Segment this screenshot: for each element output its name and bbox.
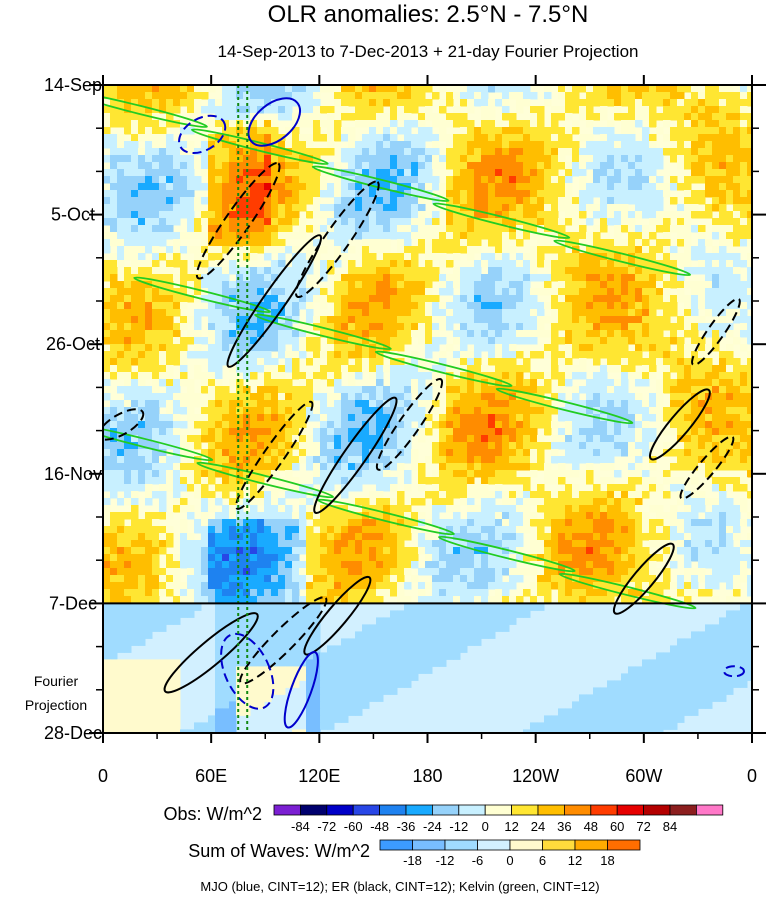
x-tick-label-3: 180 (412, 766, 442, 786)
obs-colorbar-swatch-4 (379, 804, 407, 816)
waves-colorbar-swatch-3 (477, 839, 511, 851)
obs-colorbar-swatch-0 (273, 804, 301, 816)
waves-colorbar-swatch-2 (444, 839, 478, 851)
obs-colorbar-swatch-16 (696, 804, 724, 816)
y-tick-label-0: 14-Sep (44, 75, 102, 95)
chart-subtitle: 14-Sep-2013 to 7-Dec-2013 + 21-day Fouri… (218, 42, 639, 61)
waves-colorbar-swatch-0 (379, 839, 413, 851)
obs-colorbar-tick-9: 24 (531, 819, 545, 834)
obs-colorbar-tick-10: 36 (557, 819, 571, 834)
reference-longitude-lines (237, 85, 249, 733)
obs-colorbar-swatch-1 (299, 804, 328, 816)
x-tick-label-0: 0 (98, 766, 108, 786)
obs-colorbar-swatch-13 (616, 804, 645, 816)
waves-colorbar-swatch-4 (509, 839, 543, 851)
waves-colorbar-swatch-6 (574, 839, 608, 851)
x-tick-label-1: 60E (195, 766, 227, 786)
obs-colorbar-tick-5: -24 (423, 819, 442, 834)
obs-colorbar-swatch-12 (590, 804, 618, 816)
plot-area (102, 84, 753, 734)
obs-colorbar-swatch-11 (564, 804, 592, 816)
x-tick-label-5: 60W (625, 766, 662, 786)
obs-colorbar-tick-14: 84 (663, 819, 677, 834)
obs-colorbar-tick-4: -36 (397, 819, 416, 834)
obs-colorbar-tick-0: -84 (291, 819, 310, 834)
obs-colorbar-swatch-9 (511, 804, 539, 816)
waves-colorbar-tick-3: 0 (506, 853, 513, 868)
waves-colorbar-swatch-7 (607, 839, 641, 851)
obs-colorbar-tick-11: 48 (584, 819, 598, 834)
obs-colorbar-tick-2: -60 (344, 819, 363, 834)
projection-label-line2: Projection (25, 697, 87, 713)
y-tick-label-4: 7-Dec (49, 593, 97, 613)
x-tick-label-6: 0 (747, 766, 757, 786)
waves-colorbar-tick-5: 12 (568, 853, 582, 868)
x-tick-label-4: 120W (512, 766, 559, 786)
obs-colorbar-tick-8: 12 (504, 819, 518, 834)
obs-colorbar: -84 -72 -60 -48 -36 -24 -12 0 12 24 36 48 60 72 84 (273, 804, 724, 834)
obs-colorbar-swatch-7 (458, 804, 486, 816)
waves-colorbar-tick-1: -12 (436, 853, 455, 868)
obs-colorbar-tick-1: -72 (317, 819, 336, 834)
contour-legend-footer: MJO (blue, CINT=12); ER (black, CINT=12)… (200, 879, 599, 894)
obs-colorbar-tick-7: 0 (482, 819, 489, 834)
obs-colorbar-swatch-8 (484, 804, 513, 816)
y-tick-label-2: 26-Oct (46, 334, 100, 354)
waves-colorbar-swatch-5 (542, 839, 576, 851)
y-axis: 14-Sep 5-Oct 26-Oct 16-Nov 7-Dec 28-Dec (44, 75, 766, 743)
waves-colorbar-tick-2: -6 (472, 853, 484, 868)
obs-colorbar-swatch-5 (405, 804, 433, 816)
obs-colorbar-swatch-2 (326, 804, 354, 816)
obs-colorbar-tick-3: -48 (370, 819, 389, 834)
obs-colorbar-swatch-10 (537, 804, 565, 816)
obs-colorbar-tick-6: -12 (449, 819, 468, 834)
waves-colorbar: -18 -12 -6 0 6 12 18 (379, 839, 641, 868)
y-tick-label-1: 5-Oct (51, 205, 95, 225)
obs-colorbar-tick-12: 60 (610, 819, 624, 834)
olr-anomaly-field (103, 85, 752, 733)
obs-colorbar-swatch-14 (643, 804, 671, 816)
waves-colorbar-label: Sum of Waves: W/m^2 (188, 841, 370, 861)
waves-colorbar-swatch-1 (412, 839, 446, 851)
obs-colorbar-swatch-6 (431, 804, 460, 816)
obs-colorbar-swatch-3 (352, 804, 381, 816)
waves-colorbar-tick-4: 6 (539, 853, 546, 868)
waves-colorbar-tick-0: -18 (403, 853, 422, 868)
y-tick-label-5: 28-Dec (44, 723, 102, 743)
projection-label-line1: Fourier (34, 673, 79, 689)
waves-colorbar-tick-6: 18 (600, 853, 614, 868)
obs-colorbar-label: Obs: W/m^2 (164, 804, 262, 824)
obs-colorbar-swatch-15 (669, 804, 697, 816)
y-tick-label-3: 16-Nov (44, 464, 102, 484)
x-axis: 0 60E 120E 180 120W 60W 0 (98, 75, 757, 786)
chart-title: OLR anomalies: 2.5°N - 7.5°N (268, 1, 589, 28)
obs-colorbar-tick-13: 72 (636, 819, 650, 834)
wave-contours (103, 91, 745, 729)
x-tick-label-2: 120E (298, 766, 340, 786)
